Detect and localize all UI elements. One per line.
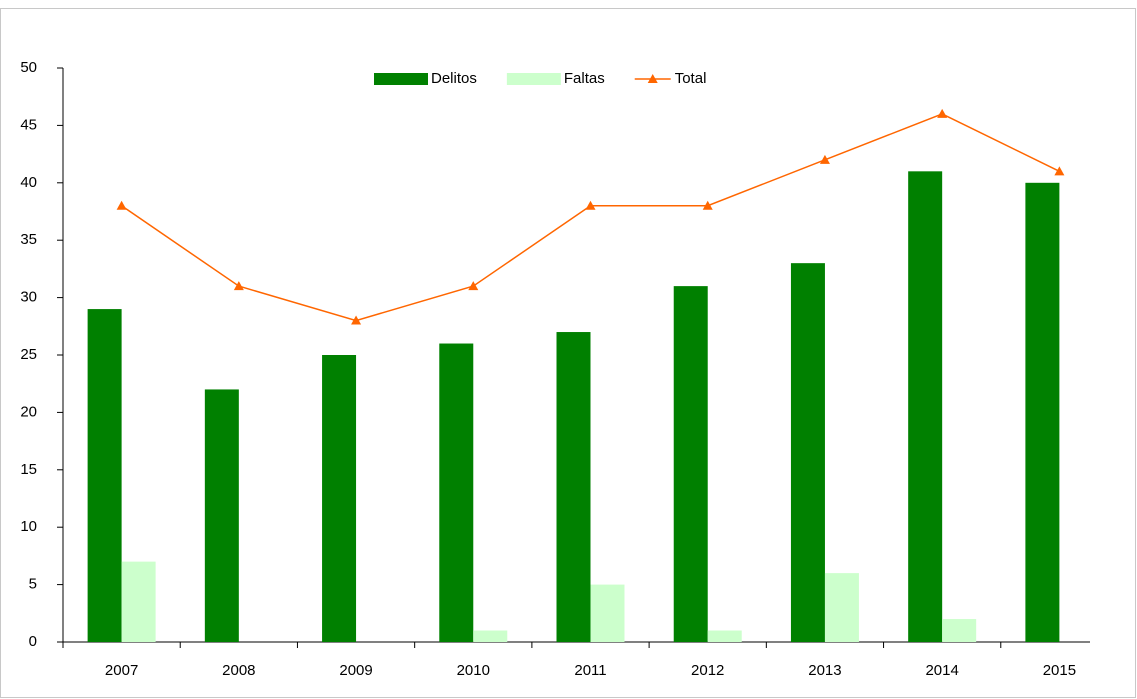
y-tick-label: 20 — [20, 403, 37, 420]
x-tick-label: 2009 — [339, 662, 372, 679]
y-tick-label: 25 — [20, 346, 37, 363]
y-tick-label: 40 — [20, 174, 37, 191]
bar — [439, 343, 474, 642]
legend-label: Total — [675, 70, 707, 87]
bar — [322, 355, 357, 642]
marker — [233, 281, 244, 291]
bar — [1025, 182, 1060, 643]
y-tick-label: 0 — [29, 633, 37, 650]
y-tick-label: 50 — [20, 59, 37, 76]
marker — [1054, 166, 1065, 176]
x-tick-label: 2010 — [457, 662, 490, 679]
y-tick-label: 45 — [20, 116, 37, 133]
x-tick-label: 2014 — [925, 662, 958, 679]
marker — [937, 108, 948, 118]
bar — [908, 171, 943, 642]
bar — [87, 309, 122, 642]
y-tick-label: 5 — [29, 576, 37, 593]
y-tick-label: 15 — [20, 461, 37, 478]
legend-label: Faltas — [564, 70, 605, 87]
y-tick-label: 35 — [20, 231, 37, 248]
bar — [707, 630, 742, 642]
bar — [556, 332, 591, 642]
bar — [824, 573, 859, 642]
y-tick-label: 30 — [20, 289, 37, 306]
marker — [702, 200, 713, 210]
marker — [351, 315, 362, 325]
marker — [116, 200, 127, 210]
bar — [590, 584, 625, 642]
bar — [673, 286, 708, 642]
legend-label: Delitos — [431, 70, 477, 87]
marker — [585, 200, 596, 210]
x-tick-label: 2013 — [808, 662, 841, 679]
marker — [819, 154, 830, 164]
legend-swatch — [506, 73, 561, 85]
marker — [468, 281, 479, 291]
x-tick-label: 2011 — [574, 662, 606, 679]
bar — [942, 619, 977, 642]
bar — [790, 263, 825, 642]
x-tick-label: 2015 — [1043, 662, 1076, 679]
x-tick-label: 2007 — [105, 662, 138, 679]
legend-swatch — [647, 74, 658, 83]
bar — [473, 630, 508, 642]
x-tick-label: 2008 — [222, 662, 255, 679]
legend-swatch — [374, 73, 428, 85]
x-tick-label: 2012 — [691, 662, 724, 679]
y-tick-label: 10 — [20, 518, 37, 535]
bar — [204, 389, 239, 642]
bar — [121, 561, 156, 642]
